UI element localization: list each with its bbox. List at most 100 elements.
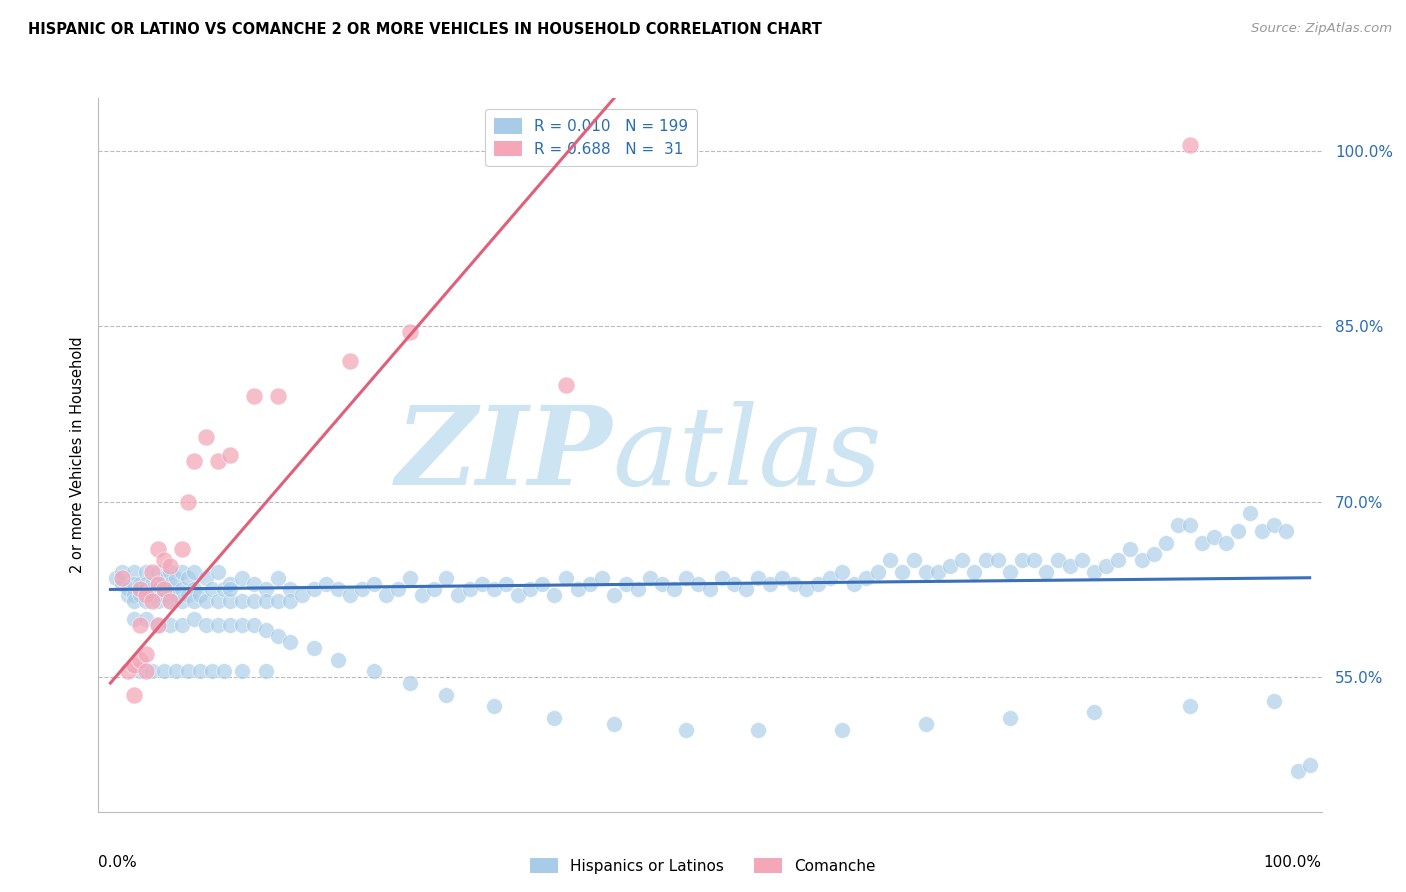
Point (974, 553, 997, 567)
Point (1011, 553, 1033, 567)
Point (254, 665, 277, 679)
Point (159, 582, 181, 597)
Point (770, 571, 793, 585)
Point (159, 594, 181, 608)
Point (1178, 518, 1201, 533)
Point (177, 665, 200, 679)
Point (117, 665, 139, 679)
Point (183, 582, 205, 597)
Point (135, 588, 157, 602)
Point (998, 565, 1021, 579)
Point (243, 594, 266, 608)
Point (794, 582, 817, 597)
Point (747, 723, 769, 737)
Point (117, 582, 139, 597)
Point (304, 582, 326, 597)
Point (831, 565, 853, 579)
Point (1215, 535, 1237, 549)
Point (148, 541, 170, 556)
Point (267, 571, 290, 585)
Point (458, 582, 481, 597)
Point (352, 582, 374, 597)
Point (471, 576, 494, 591)
Point (165, 588, 187, 602)
Point (675, 723, 697, 737)
Point (195, 571, 218, 585)
Point (183, 565, 205, 579)
Point (159, 617, 181, 632)
Point (148, 576, 170, 591)
Point (328, 653, 350, 667)
Point (172, 541, 194, 556)
Point (231, 665, 253, 679)
Point (1178, 137, 1201, 152)
Point (567, 582, 589, 597)
Point (124, 594, 146, 608)
Point (818, 571, 841, 585)
Point (267, 629, 290, 643)
Point (183, 454, 205, 468)
Point (135, 582, 157, 597)
Point (1286, 764, 1309, 778)
Text: Source: ZipAtlas.com: Source: ZipAtlas.com (1251, 22, 1392, 36)
Text: 100.0%: 100.0% (1264, 855, 1322, 870)
Point (1130, 553, 1153, 567)
Point (124, 658, 146, 673)
Point (135, 647, 157, 661)
Y-axis label: 2 or more Vehicles in Household: 2 or more Vehicles in Household (69, 336, 84, 574)
Point (124, 565, 146, 579)
Point (201, 582, 224, 597)
Point (267, 389, 290, 403)
Point (339, 588, 361, 602)
Point (177, 494, 200, 508)
Point (1022, 553, 1045, 567)
Point (723, 576, 745, 591)
Point (866, 565, 889, 579)
Point (214, 582, 236, 597)
Point (411, 588, 433, 602)
Point (662, 582, 685, 597)
Point (915, 717, 938, 731)
Point (172, 582, 194, 597)
Point (231, 617, 253, 632)
Point (363, 576, 385, 591)
Point (543, 588, 565, 602)
Point (759, 576, 782, 591)
Point (903, 553, 925, 567)
Point (291, 588, 314, 602)
Point (219, 594, 242, 608)
Point (555, 571, 578, 585)
Point (1083, 706, 1105, 720)
Point (278, 582, 301, 597)
Point (399, 571, 422, 585)
Point (482, 582, 505, 597)
Point (159, 559, 181, 574)
Point (1046, 553, 1069, 567)
Point (141, 582, 163, 597)
Point (915, 565, 938, 579)
Point (627, 582, 650, 597)
Point (1094, 559, 1116, 574)
Text: ZIP: ZIP (395, 401, 612, 508)
Point (603, 588, 626, 602)
Point (1274, 524, 1296, 538)
Point (651, 576, 673, 591)
Point (1035, 565, 1057, 579)
Point (165, 665, 187, 679)
Point (231, 594, 253, 608)
Point (399, 676, 422, 690)
Point (148, 594, 170, 608)
Point (339, 354, 361, 368)
Point (219, 582, 242, 597)
Point (129, 617, 152, 632)
Point (135, 665, 157, 679)
Point (254, 594, 277, 608)
Point (183, 594, 205, 608)
Point (1226, 524, 1249, 538)
Point (177, 588, 200, 602)
Point (447, 588, 470, 602)
Point (141, 576, 163, 591)
Point (890, 565, 912, 579)
Point (135, 594, 157, 608)
Point (939, 559, 962, 574)
